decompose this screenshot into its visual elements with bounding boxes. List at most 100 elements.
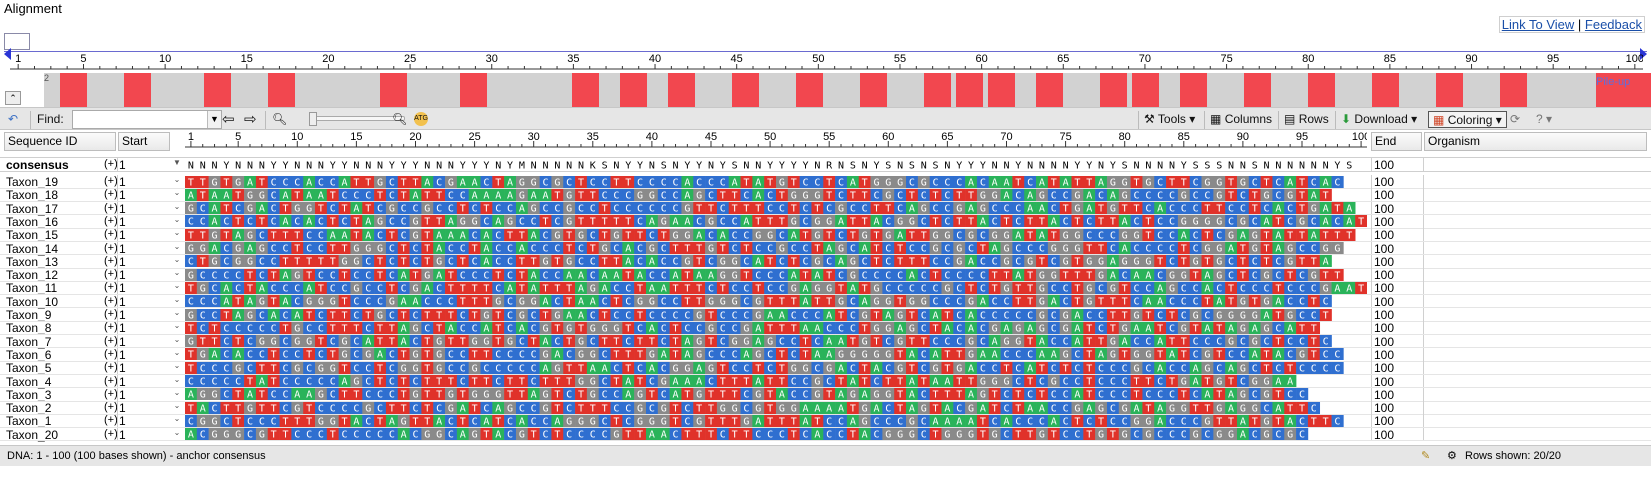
sequence-id[interactable]: Taxon_6 — [6, 347, 52, 362]
row-expand-icon[interactable]: ⌄ — [173, 427, 181, 437]
overview-viewport-box[interactable] — [4, 33, 30, 50]
overview-density-track[interactable] — [44, 73, 1651, 107]
sequence-row[interactable]: Taxon_5 (+) 1 ⌄ 100 T C C C G C T T C G C G G T C C T C G G T G C C G… — [0, 361, 1651, 376]
residue-cell — [362, 228, 375, 241]
header-end[interactable]: End — [1371, 132, 1422, 151]
sequence-id[interactable]: Taxon_19 — [6, 175, 59, 189]
sequence-row[interactable]: Taxon_8 (+) 1 ⌄ 100 T C T C C C C C T G C C T T T C T T A G C T A C C… — [0, 321, 1651, 336]
sequence-row[interactable]: Taxon_12 (+) 1 ⌄ 100 G C C C C T C T A G T C C T C C T C A T G A T C… — [0, 268, 1651, 283]
sequence-row[interactable]: Taxon_3 (+) 1 ⌄ 100 A G G C T A T C C A A G C T T C C C T G T T G T G… — [0, 387, 1651, 402]
undo-icon[interactable]: ↶ — [8, 112, 19, 126]
sequence-id[interactable]: Taxon_11 — [6, 281, 58, 296]
coloring-button[interactable]: ▦ Coloring ▾ — [1428, 111, 1507, 128]
zoom-slider-thumb[interactable] — [309, 112, 317, 126]
find-input[interactable]: ▼ — [72, 110, 222, 129]
sequence-row[interactable]: Taxon_15 (+) 1 ⌄ 100 T T G T A G C T T T C C A A T A C T C G T A A A… — [0, 228, 1651, 243]
sequence-row[interactable]: Taxon_7 (+) 1 ⌄ 100 G T T C T C G G C G G T C G C A T T A C T G T T G… — [0, 334, 1651, 349]
sequence-row[interactable]: Taxon_1 (+) 1 ⌄ 100 C G G C T C C C T T T G G T A C T A G T T A C T C… — [0, 414, 1651, 429]
residue-letter: C — [318, 377, 324, 388]
header-start[interactable]: Start — [118, 132, 170, 151]
row-expand-icon[interactable]: ⌄ — [173, 281, 181, 291]
row-expand-icon[interactable]: ⌄ — [173, 214, 181, 224]
zoom-in-icon[interactable]: 🔍︎ — [392, 112, 408, 126]
residue-letter: T — [838, 283, 844, 294]
row-expand-icon[interactable]: ⌄ — [173, 334, 181, 344]
row-expand-icon[interactable]: ⌄ — [173, 188, 181, 198]
residue-cell — [291, 428, 304, 441]
sequence-row[interactable]: Taxon_9 (+) 1 ⌄ 100 G C C T A G C A C A T C T T C T G C T C T T T C T… — [0, 308, 1651, 322]
sequence-id[interactable]: Taxon_13 — [6, 254, 59, 269]
sequence-id[interactable]: Taxon_1 — [6, 414, 52, 429]
row-expand-icon[interactable]: ⌄ — [173, 414, 181, 424]
row-expand-icon[interactable]: ⌄ — [173, 228, 181, 238]
sequence-row[interactable]: Taxon_2 (+) 1 ⌄ 100 T A C T T G T T C G T C C C C G C T T C T C G A T… — [0, 401, 1651, 416]
overview-left-handle-icon[interactable] — [4, 48, 11, 60]
next-arrow-icon[interactable]: ⇨ — [244, 111, 257, 128]
row-expand-icon[interactable]: ⌄ — [173, 175, 181, 184]
sequence-row[interactable]: Taxon_14 (+) 1 ⌄ 100 G G A C G A G C C T C C T T G G G C T C T A C C… — [0, 241, 1651, 256]
edit-icon[interactable]: ✎ — [1421, 450, 1431, 462]
row-expand-icon[interactable]: ⌄ — [173, 374, 181, 384]
atg-icon[interactable]: ATG — [414, 112, 428, 126]
overview-right-handle-icon[interactable] — [1640, 48, 1647, 60]
row-expand-icon[interactable]: ⌄ — [173, 321, 181, 331]
zoom-out-icon[interactable]: 🔍︎ — [272, 112, 288, 126]
row-expand-icon[interactable]: ⌄ — [173, 241, 181, 251]
sequence-id[interactable]: Taxon_20 — [6, 427, 59, 442]
sequence-row[interactable]: Taxon_19 (+) 1 ⌄ 100 T T G T G A T C C C A C C A T T G C T T A C G A… — [0, 175, 1651, 189]
sequence-id[interactable]: Taxon_18 — [6, 188, 59, 203]
sequence-row[interactable]: Taxon_18 (+) 1 ⌄ 100 A T A A T G G C A T A A T C C C T C T A T T C C… — [0, 188, 1651, 203]
link-to-view[interactable]: Link To View — [1501, 17, 1575, 32]
residue-cell — [776, 158, 789, 171]
row-expand-icon[interactable]: ⌄ — [173, 401, 181, 411]
help-icon[interactable]: ? ▾ — [1536, 112, 1553, 126]
row-expand-icon[interactable]: ⌄ — [173, 294, 181, 304]
pileup-link[interactable]: Pile-up — [1596, 76, 1631, 88]
row-expand-icon[interactable]: ⌄ — [173, 347, 181, 357]
sequence-id[interactable]: Taxon_2 — [6, 401, 52, 416]
sequence-id[interactable]: Taxon_8 — [6, 321, 52, 336]
row-expand-icon[interactable]: ⌄ — [173, 308, 181, 317]
sequence-id[interactable]: Taxon_17 — [6, 201, 59, 216]
sequence-row[interactable]: Taxon_10 (+) 1 ⌄ 100 C C C A T A G T A C G G G T C C C G A A C C C T… — [0, 294, 1651, 309]
sequence-id[interactable]: Taxon_5 — [6, 361, 52, 376]
sequence-id[interactable]: Taxon_3 — [6, 387, 52, 402]
consensus-expand-icon[interactable]: ▼ — [173, 158, 181, 167]
header-organism[interactable]: Organism — [1424, 132, 1647, 151]
tools-button[interactable]: ⚒ Tools ▾ — [1144, 112, 1196, 126]
row-expand-icon[interactable]: ⌄ — [173, 387, 181, 397]
row-expand-icon[interactable]: ⌄ — [173, 361, 181, 371]
sequence-row[interactable]: Taxon_13 (+) 1 ⌄ 100 C T G C G G C C T T T T T G G C T C T C T G C T… — [0, 254, 1651, 269]
sequence-id[interactable]: Taxon_12 — [6, 268, 59, 283]
previous-arrow-icon[interactable]: ⇦ — [222, 111, 235, 128]
download-button[interactable]: ⬇ Download ▾ — [1341, 112, 1418, 126]
columns-button[interactable]: ▦ Columns — [1210, 112, 1273, 126]
sequence-id[interactable]: Taxon_4 — [6, 374, 52, 389]
find-dropdown-icon[interactable]: ▼ — [207, 111, 221, 128]
sequence-id[interactable]: Taxon_15 — [6, 228, 59, 243]
collapse-overview-icon[interactable]: ⌃ — [5, 91, 21, 105]
sequence-id[interactable]: Taxon_10 — [6, 294, 59, 309]
sequence-row[interactable]: Taxon_17 (+) 1 ⌄ 100 G C A T C G A C T G G T C T A T C G C C G C C T… — [0, 201, 1651, 216]
settings-icon[interactable]: ⚙ — [1447, 450, 1457, 462]
header-sequence-id[interactable]: Sequence ID — [4, 132, 116, 151]
row-expand-icon[interactable]: ⌄ — [173, 254, 181, 264]
rows-button[interactable]: ▤ Rows — [1284, 112, 1329, 126]
sequence-id[interactable]: Taxon_9 — [6, 308, 52, 322]
residue-letter: A — [188, 430, 194, 441]
sequence-row[interactable]: Taxon_4 (+) 1 ⌄ 100 C C C C C T A T C C C C C A G C T C T C T T T C T… — [0, 374, 1651, 389]
residue-letter: C — [1063, 297, 1069, 308]
feedback-link[interactable]: Feedback — [1584, 17, 1642, 32]
sequence-row[interactable]: Taxon_16 (+) 1 ⌄ 100 C C A C T C T C A C A C T C T A G C C G T T A G… — [0, 214, 1651, 229]
row-expand-icon[interactable]: ⌄ — [173, 268, 181, 278]
sequence-id[interactable]: Taxon_7 — [6, 334, 52, 349]
overview-ruler-label: 85 — [1384, 53, 1396, 65]
sequence-row[interactable]: Taxon_11 (+) 1 ⌄ 100 T G C A C T A C C C A T C C G C C T C G A C T T… — [0, 281, 1651, 296]
sequence-id[interactable]: Taxon_14 — [6, 241, 59, 256]
row-expand-icon[interactable]: ⌄ — [173, 201, 181, 211]
sequence-row[interactable]: Taxon_6 (+) 1 ⌄ 100 T G A C A C C T C C T C T G C G A C T G T G C C T… — [0, 347, 1651, 362]
sequence-row[interactable]: Taxon_20 (+) 1 ⌄ 100 A C G G G C G T T C C C T C C C C C A C G G C A… — [0, 427, 1651, 442]
sequence-id[interactable]: Taxon_16 — [6, 214, 59, 229]
residue-cell — [362, 335, 375, 348]
refresh-icon[interactable]: ⟳ — [1510, 112, 1521, 126]
